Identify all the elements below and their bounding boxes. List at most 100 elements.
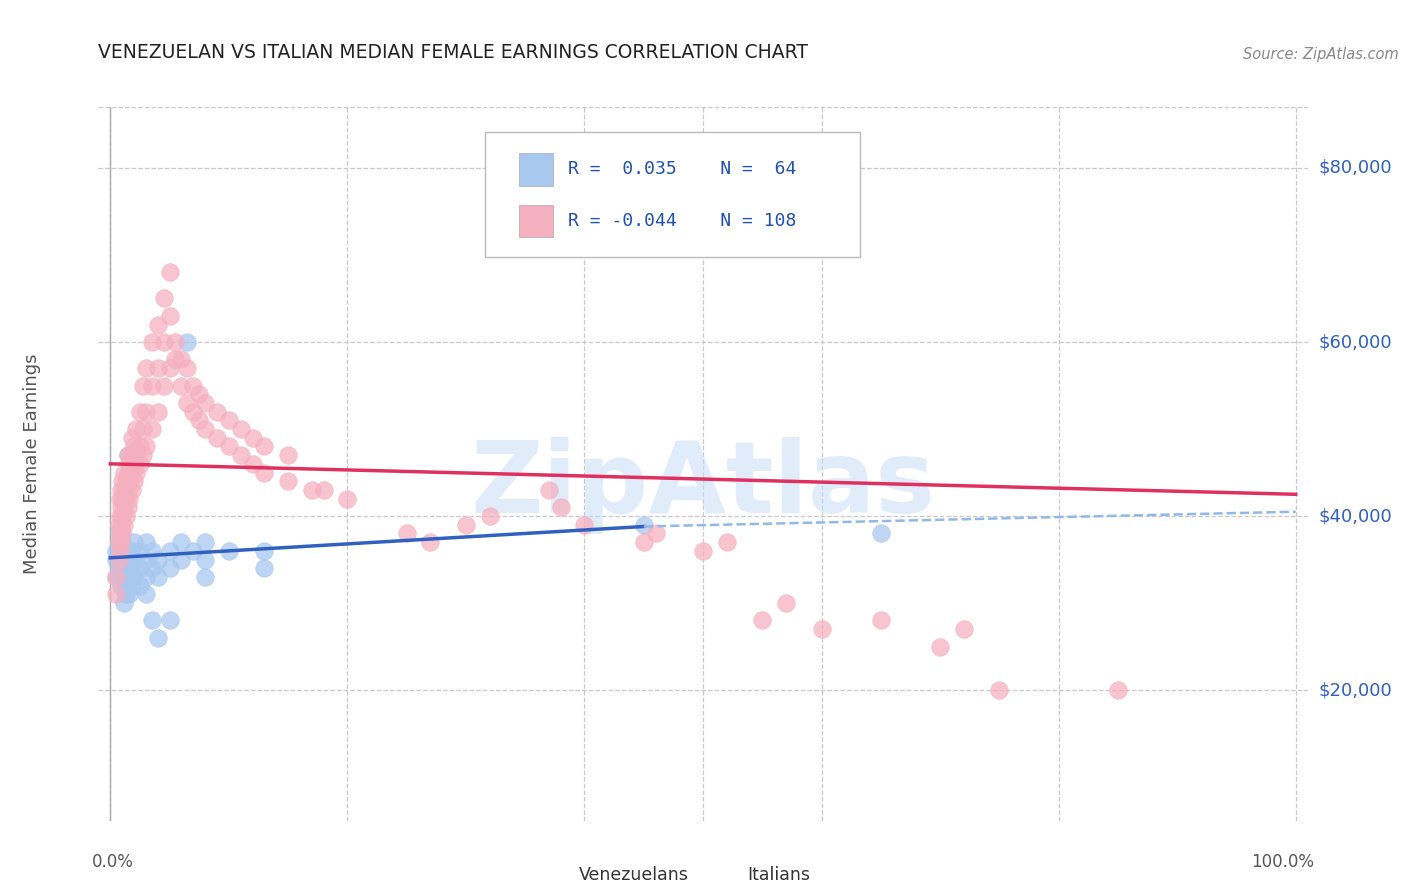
Point — [110, 500, 132, 515]
Point — [253, 466, 276, 480]
Point — [229, 422, 252, 436]
Point — [114, 596, 136, 610]
Point — [105, 552, 128, 566]
Point — [574, 517, 596, 532]
Point — [159, 309, 181, 323]
Point — [105, 544, 128, 558]
Point — [146, 570, 169, 584]
Point — [114, 561, 136, 575]
Point — [114, 570, 136, 584]
Point — [135, 570, 157, 584]
Point — [121, 466, 143, 480]
Bar — [519, 153, 553, 186]
Point — [125, 466, 148, 480]
Point — [644, 526, 666, 541]
Point — [110, 535, 132, 549]
Point — [188, 413, 211, 427]
Point — [121, 561, 143, 575]
Point — [988, 683, 1011, 698]
Point — [118, 475, 141, 489]
Point — [775, 596, 797, 610]
Text: VENEZUELAN VS ITALIAN MEDIAN FEMALE EARNINGS CORRELATION CHART: VENEZUELAN VS ITALIAN MEDIAN FEMALE EARN… — [98, 44, 808, 62]
Point — [194, 396, 217, 410]
Point — [229, 448, 252, 462]
Text: R =  0.035    N =  64: R = 0.035 N = 64 — [568, 161, 796, 178]
Point — [122, 552, 145, 566]
Point — [176, 334, 198, 349]
Point — [152, 292, 174, 306]
Point — [242, 457, 264, 471]
Point — [111, 475, 134, 489]
Point — [869, 614, 891, 628]
Point — [242, 431, 264, 445]
Text: Venezuelans: Venezuelans — [578, 866, 689, 884]
Point — [117, 483, 139, 497]
Point — [159, 544, 181, 558]
Text: 100.0%: 100.0% — [1250, 853, 1313, 871]
Point — [121, 579, 143, 593]
Point — [952, 622, 974, 636]
Point — [218, 439, 240, 453]
Point — [194, 570, 217, 584]
Point — [152, 378, 174, 392]
Point — [105, 587, 128, 601]
Point — [108, 552, 131, 566]
Point — [107, 517, 129, 532]
Point — [277, 448, 299, 462]
Point — [110, 483, 132, 497]
Point — [107, 552, 129, 566]
Point — [129, 404, 152, 418]
Point — [125, 422, 148, 436]
Point — [114, 491, 136, 506]
Text: Median Female Earnings: Median Female Earnings — [22, 353, 41, 574]
Point — [218, 413, 240, 427]
Point — [111, 491, 134, 506]
Point — [108, 491, 131, 506]
Text: Source: ZipAtlas.com: Source: ZipAtlas.com — [1243, 47, 1399, 62]
FancyBboxPatch shape — [485, 132, 860, 257]
Point — [121, 448, 143, 462]
Point — [122, 439, 145, 453]
Point — [869, 526, 891, 541]
Point — [135, 404, 157, 418]
Text: $40,000: $40,000 — [1319, 507, 1392, 525]
Point — [692, 544, 714, 558]
Point — [121, 483, 143, 497]
Point — [751, 614, 773, 628]
Point — [114, 552, 136, 566]
Point — [117, 448, 139, 462]
Point — [108, 509, 131, 524]
Point — [118, 552, 141, 566]
Point — [129, 561, 152, 575]
Point — [633, 517, 655, 532]
Text: $80,000: $80,000 — [1319, 159, 1392, 177]
Point — [107, 535, 129, 549]
Point — [141, 422, 163, 436]
Point — [132, 378, 155, 392]
Point — [194, 552, 217, 566]
Bar — [519, 205, 553, 237]
Point — [117, 448, 139, 462]
Point — [135, 587, 157, 601]
Point — [141, 378, 163, 392]
Point — [146, 404, 169, 418]
Bar — [546, 869, 572, 881]
Point — [194, 535, 217, 549]
Point — [176, 361, 198, 376]
Point — [188, 387, 211, 401]
Point — [118, 587, 141, 601]
Point — [141, 614, 163, 628]
Point — [132, 448, 155, 462]
Point — [205, 404, 228, 418]
Point — [111, 509, 134, 524]
Point — [114, 466, 136, 480]
Point — [810, 622, 832, 636]
Point — [129, 544, 152, 558]
Point — [114, 587, 136, 601]
Text: Italians: Italians — [748, 866, 811, 884]
Point — [419, 535, 441, 549]
Point — [301, 483, 323, 497]
Point — [141, 544, 163, 558]
Point — [114, 483, 136, 497]
Point — [117, 500, 139, 515]
